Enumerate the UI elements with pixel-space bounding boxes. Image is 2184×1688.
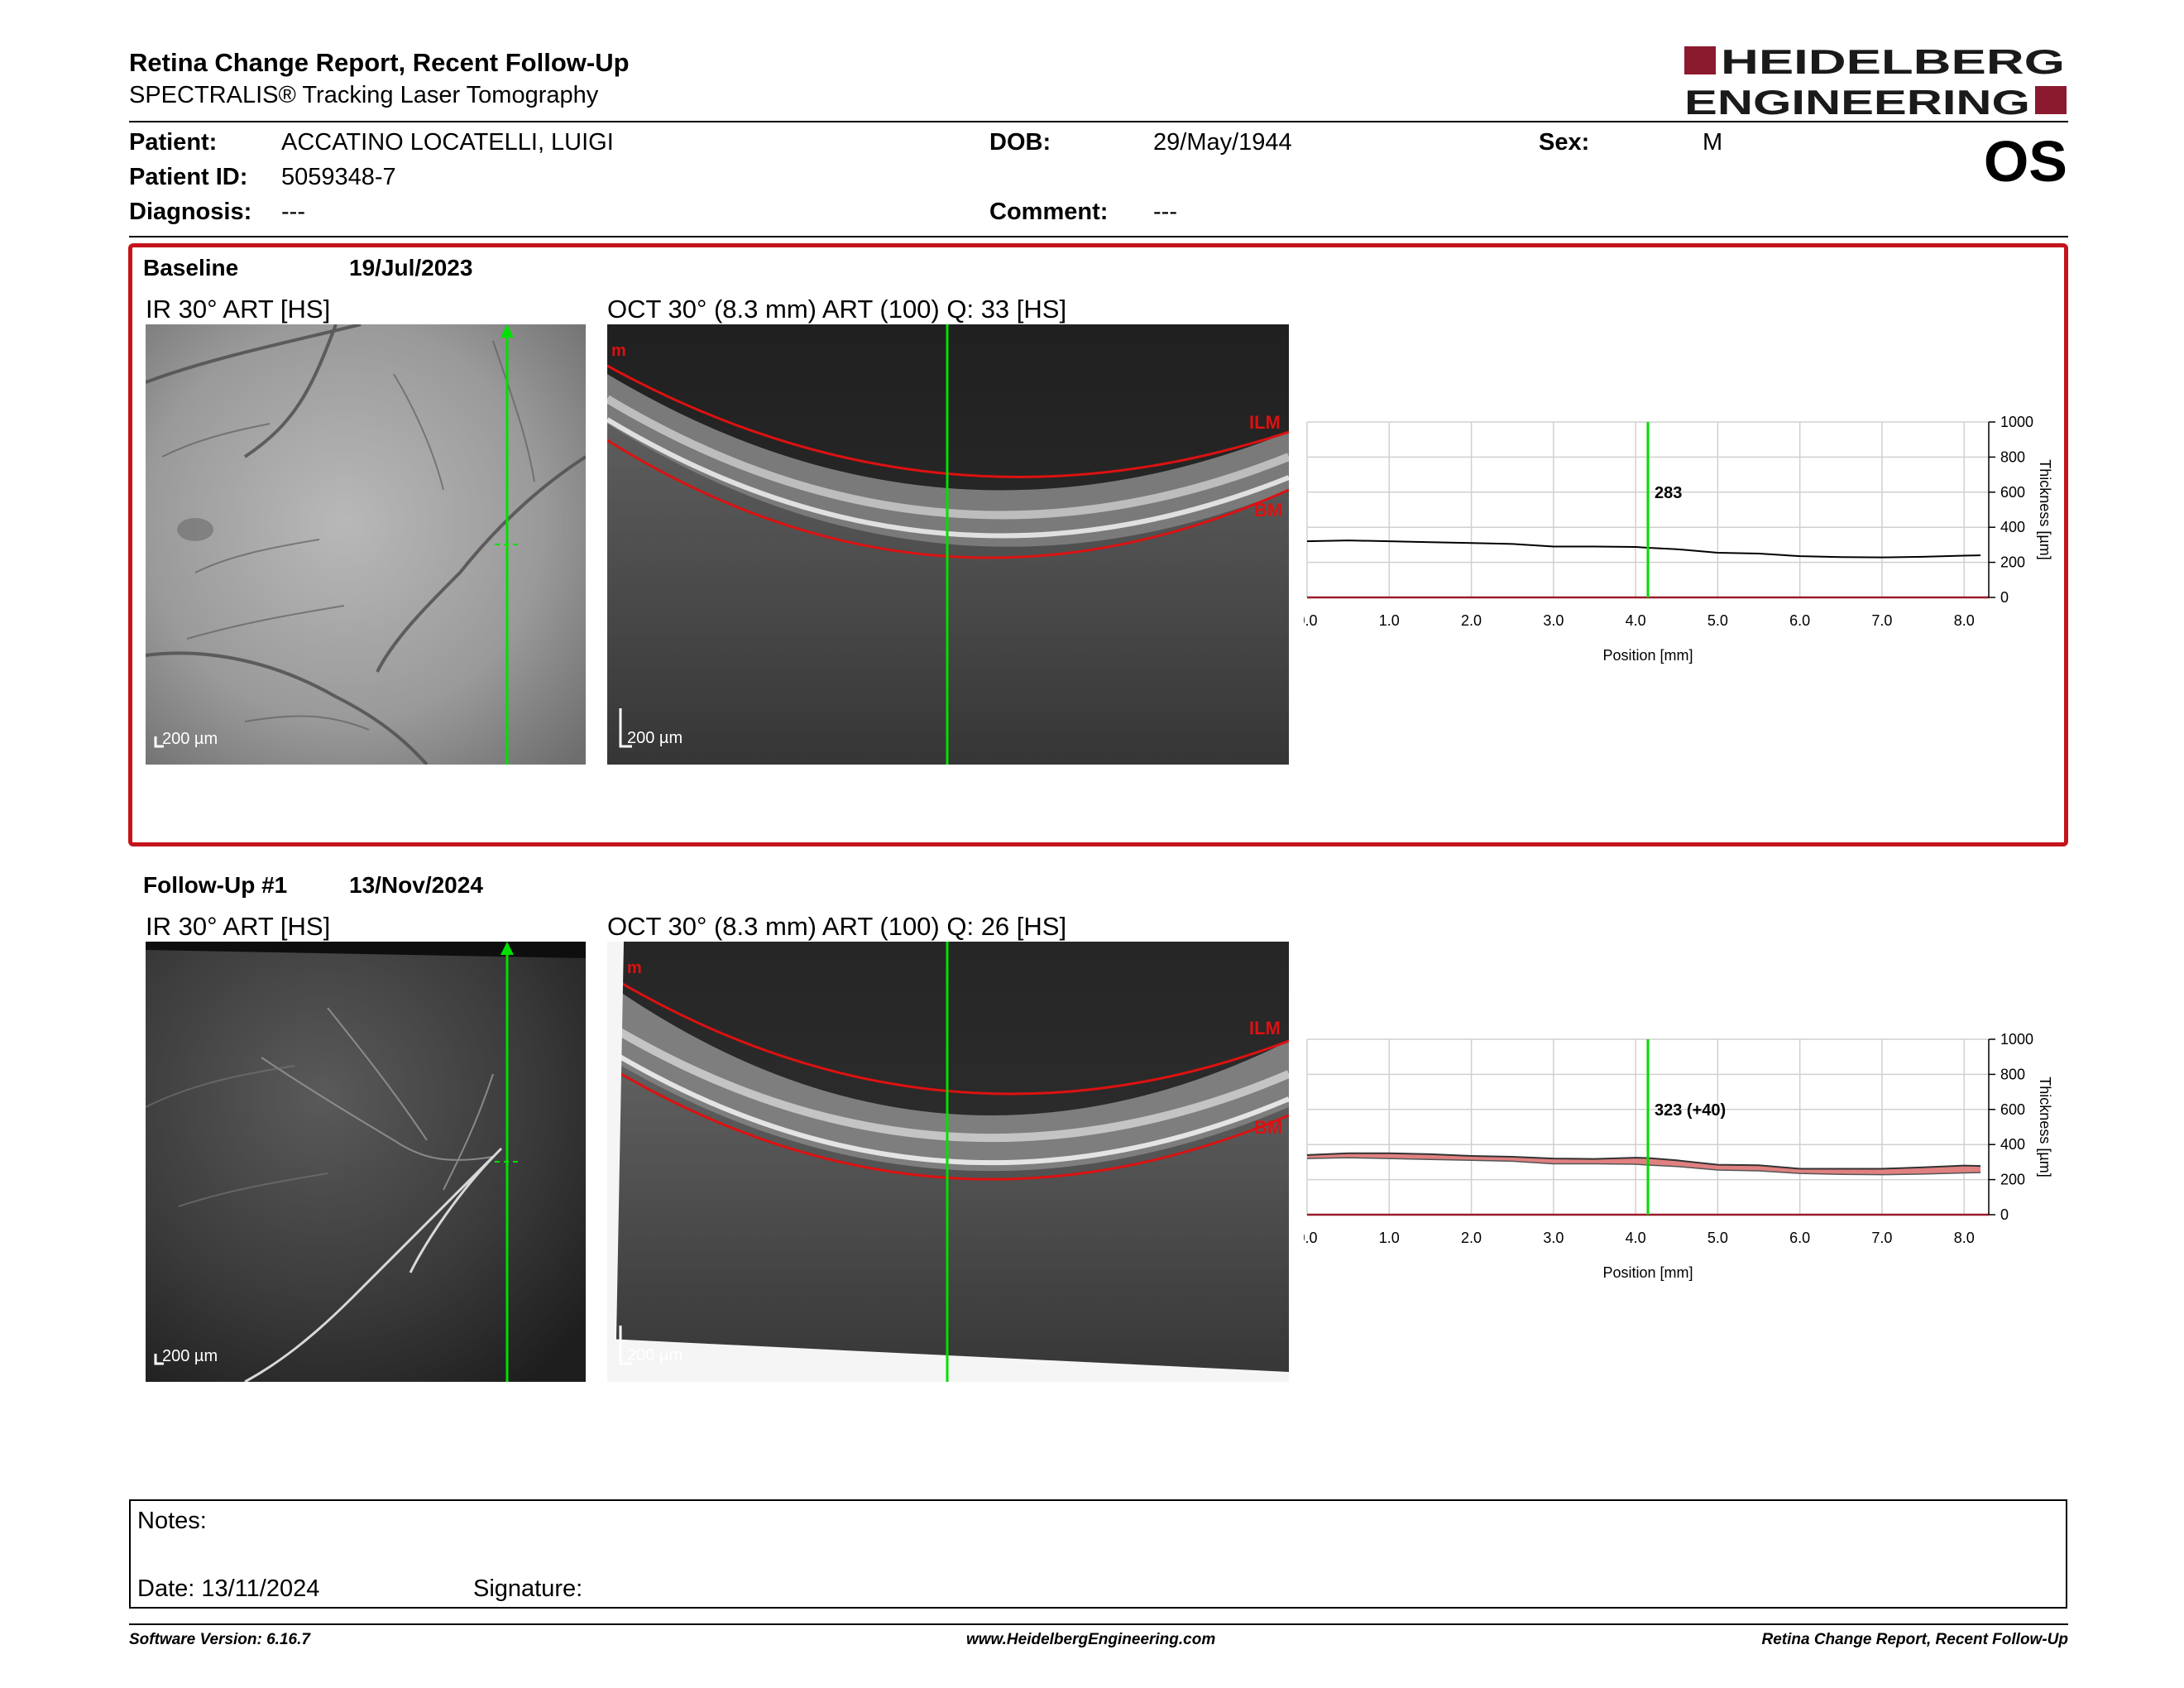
x-tick-label: 3.0	[1543, 612, 1564, 629]
y-tick-label: 0	[2000, 1206, 2009, 1223]
patient-name: ACCATINO LOCATELLI, LUIGI	[281, 129, 614, 156]
x-tick-label: 0.0	[1304, 612, 1318, 629]
followup-ilm-line	[607, 973, 1289, 1096]
baseline-thickness-chart[interactable]: 0 200 400 600 800 1000 0.0 1.0 2.0 3.0 4.0 5.0 6.0 7.…	[1296, 412, 2065, 677]
notes-label: Notes:	[137, 1508, 207, 1534]
x-tick-label: 1.0	[1379, 1230, 1400, 1246]
x-tick-label: 3.0	[1543, 1230, 1564, 1246]
baseline-ir-scale: 200 µm	[162, 730, 218, 748]
baseline-ilm-line	[607, 364, 1289, 478]
baseline-ir-fundus-image[interactable]: 200 µm	[146, 324, 586, 765]
baseline-m-label: m	[611, 342, 626, 360]
eye-label: OS	[1983, 129, 2067, 194]
patient-label: Patient:	[129, 129, 218, 156]
y-tick-label: 0	[2000, 589, 2009, 606]
baseline-date: 19/Jul/2023	[349, 255, 473, 281]
baseline-selection-frame[interactable]	[128, 243, 2068, 846]
comment-value: ---	[1153, 199, 1177, 225]
x-tick-label: 5.0	[1707, 612, 1728, 629]
followup-scan-arrow-icon	[500, 942, 514, 955]
notes-box[interactable]: Notes: Date: 13/11/2024 Signature:	[129, 1499, 2067, 1609]
followup-ilm-label: ILM	[1249, 1018, 1281, 1038]
followup-m-label: m	[627, 959, 642, 977]
y-tick-label: 200	[2000, 554, 2025, 571]
x-tick-label: 7.0	[1871, 1230, 1892, 1246]
x-tick-label: 0.0	[1304, 1230, 1318, 1246]
x-tick-label: 8.0	[1954, 1230, 1975, 1246]
sex-label: Sex:	[1539, 129, 1590, 156]
baseline-ilm-label: ILM	[1249, 412, 1281, 433]
patient-id-value: 5059348-7	[281, 164, 396, 190]
y-axis-label: Thickness [µm]	[2037, 459, 2053, 559]
followup-bm-label: BM	[1254, 1117, 1282, 1138]
followup-oct-title: OCT 30° (8.3 mm) ART (100) Q: 26 [HS]	[607, 912, 1067, 941]
patient-id-label: Patient ID:	[129, 164, 248, 190]
y-tick-label: 800	[2000, 448, 2025, 465]
diagnosis-value: ---	[281, 199, 305, 225]
x-tick-label: 6.0	[1789, 1230, 1810, 1246]
x-tick-label: 8.0	[1954, 612, 1975, 629]
baseline-oct-bscan-image[interactable]: m ILM BM 200 µm	[607, 324, 1289, 765]
x-tick-label: 2.0	[1461, 612, 1482, 629]
y-tick-label: 600	[2000, 1101, 2025, 1118]
y-tick-label: 400	[2000, 1136, 2025, 1153]
baseline-bm-line	[607, 439, 1289, 559]
logo-line1: HEIDELBERG	[1721, 45, 2065, 81]
sex-value: M	[1703, 129, 1723, 156]
followup-date: 13/Nov/2024	[349, 872, 483, 898]
followup-oct-scale: 200 µm	[627, 1346, 682, 1364]
followup-ir-scale: 200 µm	[162, 1347, 218, 1365]
baseline-label: Baseline	[143, 255, 239, 281]
followup-bm-line	[607, 1064, 1289, 1181]
footer-version: Software Version: 6.16.7	[129, 1631, 310, 1648]
followup-label: Follow-Up #1	[143, 872, 288, 898]
x-tick-label: 6.0	[1789, 612, 1810, 629]
followup-ir-title: IR 30° ART [HS]	[146, 912, 331, 941]
baseline-scan-arrow-icon	[500, 324, 514, 338]
heidelberg-logo: HEIDELBERG ENGINEERING	[1684, 42, 2067, 122]
baseline-bm-label: BM	[1254, 500, 1282, 520]
thickness-line	[1306, 539, 1981, 559]
change-area	[1307, 1153, 1981, 1175]
baseline-oct-title: OCT 30° (8.3 mm) ART (100) Q: 33 [HS]	[607, 295, 1067, 324]
y-tick-label: 1000	[2000, 1031, 2033, 1048]
x-tick-label: 7.0	[1871, 612, 1892, 629]
followup-ir-fundus-image[interactable]: 200 µm	[146, 942, 586, 1382]
x-tick-label: 1.0	[1379, 612, 1400, 629]
dob-label: DOB:	[989, 129, 1051, 156]
report-subtitle: SPECTRALIS® Tracking Laser Tomography	[129, 82, 599, 108]
y-tick-label: 400	[2000, 519, 2025, 535]
y-tick-label: 1000	[2000, 414, 2033, 430]
report-title: Retina Change Report, Recent Follow-Up	[129, 48, 630, 77]
marker-value-label: 323 (+40)	[1655, 1101, 1726, 1120]
x-tick-label: 5.0	[1707, 1230, 1728, 1246]
signature-label: Signature:	[473, 1575, 583, 1602]
footer-report: Retina Change Report, Recent Follow-Up	[1761, 1631, 2068, 1648]
x-tick-label: 4.0	[1626, 1230, 1646, 1246]
x-axis-label: Position [mm]	[1602, 1264, 1693, 1281]
notes-date: Date: 13/11/2024	[137, 1575, 320, 1602]
logo-line2: ENGINEERING	[1684, 83, 2030, 117]
followup-oct-bscan-image[interactable]: m ILM BM 200 µm	[607, 942, 1289, 1382]
baseline-oct-scale: 200 µm	[627, 729, 682, 747]
x-tick-label: 2.0	[1461, 1230, 1482, 1246]
comment-label: Comment:	[989, 199, 1109, 225]
x-tick-label: 4.0	[1626, 612, 1646, 629]
y-tick-label: 600	[2000, 484, 2025, 501]
y-axis-label: Thickness [µm]	[2037, 1077, 2053, 1177]
y-tick-label: 800	[2000, 1066, 2025, 1082]
followup-thickness-chart[interactable]: 0 200 400 600 800 1000 0.0 1.0 2.0 3.0 4.0 5.0 6.0 7.…	[1296, 1029, 2065, 1294]
x-axis-label: Position [mm]	[1602, 647, 1693, 664]
diagnosis-label: Diagnosis:	[129, 199, 252, 225]
y-tick-label: 200	[2000, 1172, 2025, 1188]
footer-url[interactable]: www.HeidelbergEngineering.com	[966, 1631, 1216, 1648]
dob-value: 29/May/1944	[1153, 129, 1292, 156]
marker-value-label: 283	[1655, 484, 1682, 502]
baseline-ir-title: IR 30° ART [HS]	[146, 295, 331, 324]
